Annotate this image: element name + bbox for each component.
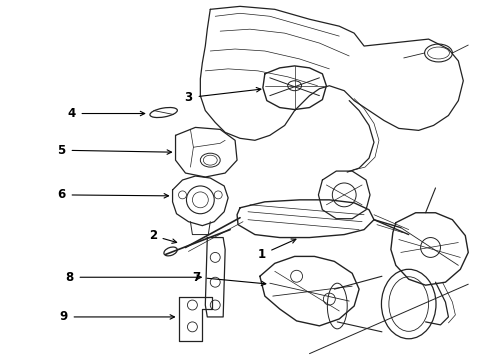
Text: 2: 2 [148,229,157,242]
Ellipse shape [164,247,177,256]
Text: 1: 1 [258,248,266,261]
Text: 8: 8 [65,271,74,284]
Text: 3: 3 [184,91,193,104]
Text: 7: 7 [192,271,200,284]
Text: 5: 5 [57,144,66,157]
Text: 6: 6 [57,188,66,201]
Text: 9: 9 [59,310,68,323]
Text: 4: 4 [67,107,75,120]
